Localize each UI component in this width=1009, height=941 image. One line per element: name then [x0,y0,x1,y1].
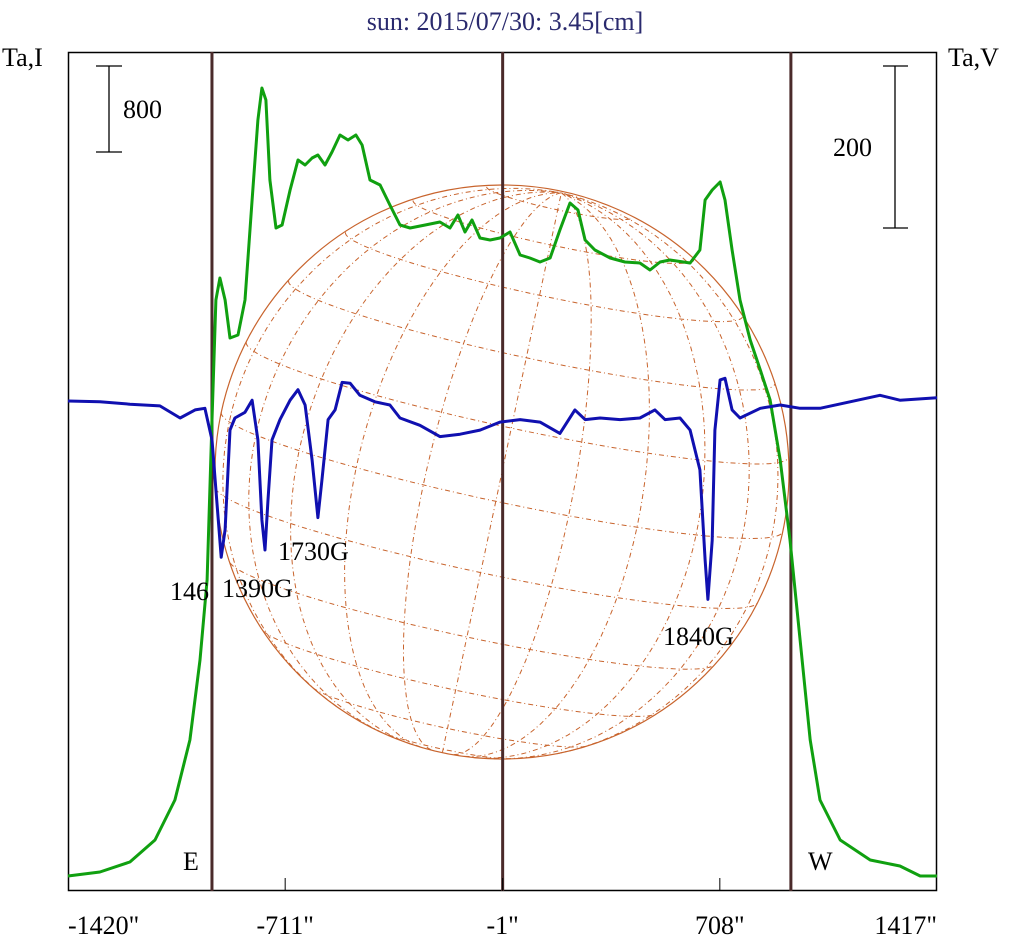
y-label-right: Ta,V [948,43,999,72]
west-label: W [808,847,833,876]
meridian-line [222,187,562,708]
scale-bar-left [96,65,122,153]
latitude-line [312,687,588,748]
x-tick-label: -711" [257,911,314,940]
latitude-line [345,232,743,323]
series-line-V [67,376,938,601]
meridian-line [344,192,562,748]
latitude-line [288,280,776,391]
meridian-line [453,192,592,756]
series-line-I [67,86,937,878]
latitude-line [262,630,656,717]
x-tick-label: 708" [695,911,745,940]
annotation-1390g: 1390G [222,574,293,603]
meridian-line [403,192,562,751]
scale-bar-right [883,65,908,229]
x-tick-label: -1" [487,911,519,940]
latitude-line [245,342,789,465]
chart-title: sun: 2015/07/30: 3.45[cm] [367,7,644,36]
latitude-line [412,200,695,265]
latitude-line [215,487,758,610]
solar-disk-grid [214,184,790,760]
scale-bar-left-label: 800 [123,95,162,124]
latitude-line [229,562,714,670]
meridian-line [493,192,750,760]
east-label: E [183,847,199,876]
annotation-1730g: 1730G [278,537,349,566]
y-label-left: Ta,I [2,43,43,72]
latitude-line [377,730,511,760]
latitude-line [486,186,633,220]
scale-bar-right-label: 200 [833,133,872,162]
x-tick-label: -1420" [68,911,139,940]
meridian-line [441,192,562,753]
meridian-line [290,191,562,745]
annotation-146: 146 [170,577,209,606]
meridian-line [248,190,562,738]
annotation-1840g: 1840G [663,622,734,651]
meridian-line [464,192,650,758]
meridian-line [473,192,706,759]
latitude-line [220,412,784,540]
meridian-line [557,192,779,755]
x-tick-label: 1417" [874,911,937,940]
